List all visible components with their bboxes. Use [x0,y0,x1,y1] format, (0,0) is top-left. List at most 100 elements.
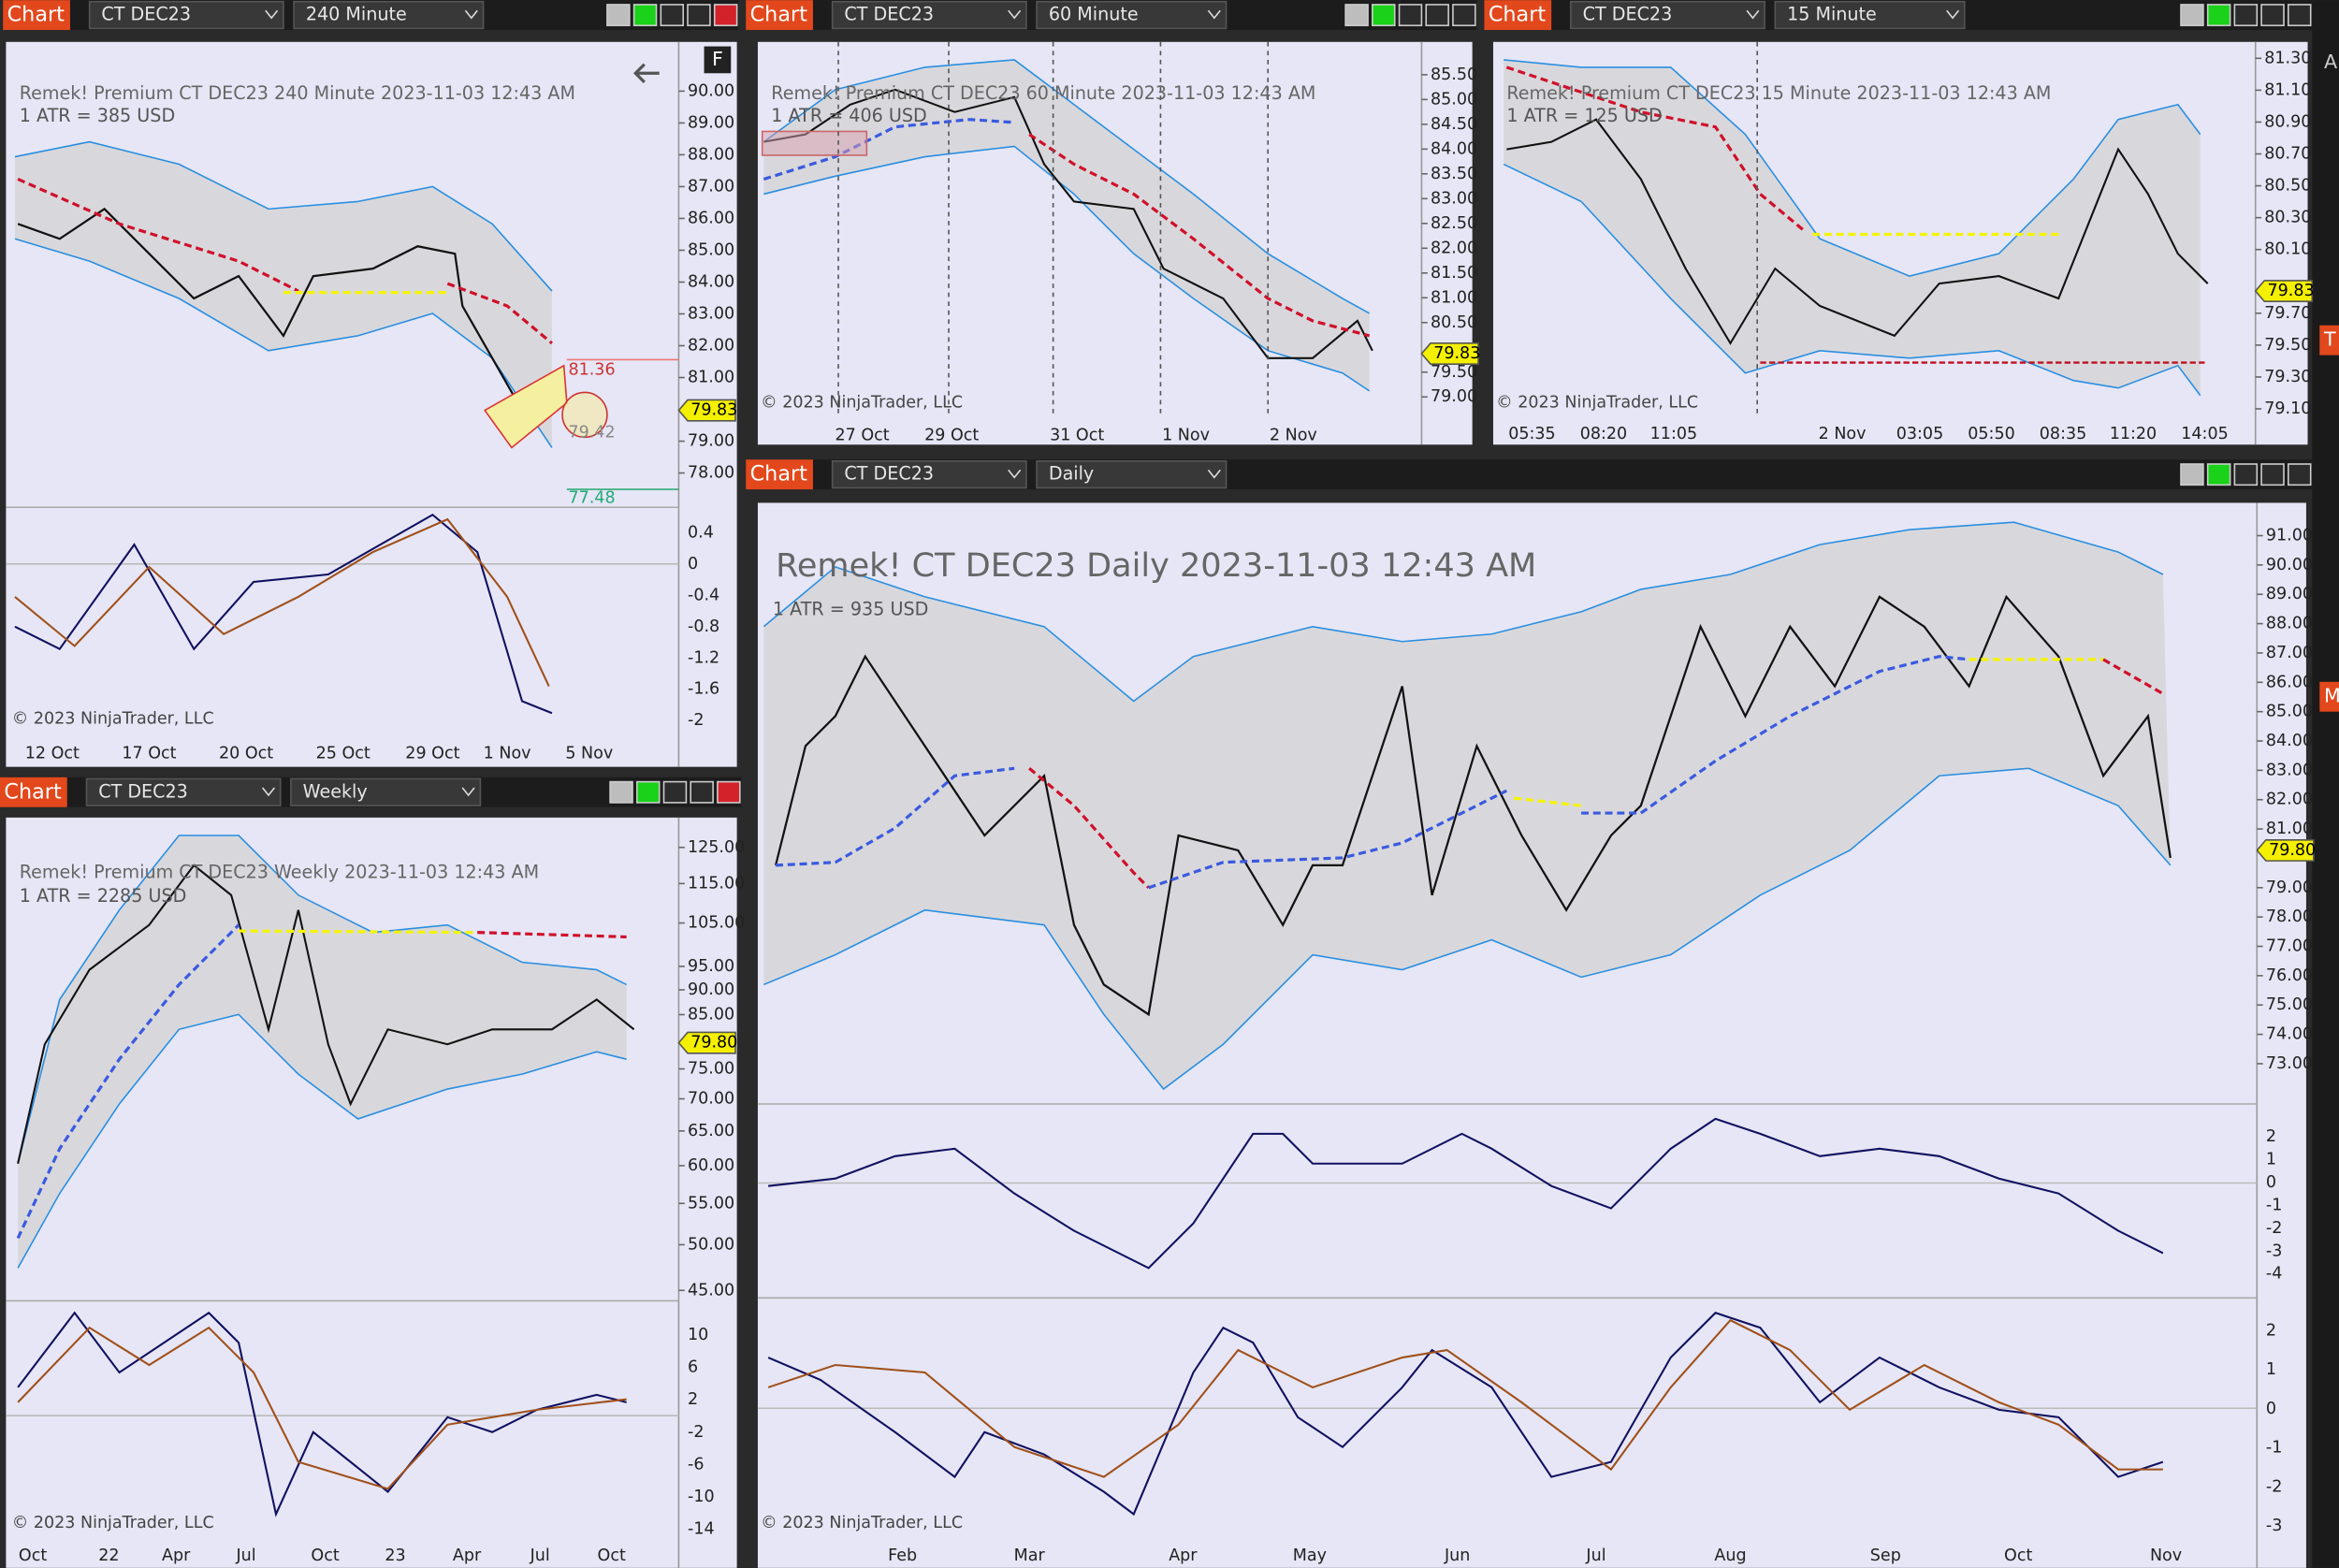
x-tick-label: Oct [311,1546,339,1565]
x-tick-label: Jul [530,1546,550,1565]
window-button[interactable] [2287,463,2312,486]
panel-button[interactable] [704,46,732,74]
indicator-tick-label: -1 [2266,1196,2282,1214]
price-tick-label: 81.00 [688,369,734,387]
window-button[interactable] [636,780,661,804]
instrument-dropdown[interactable] [831,0,1027,30]
interval-dropdown[interactable] [290,777,482,806]
window-button[interactable] [2233,4,2259,27]
price-tick-label: 76.00 [2266,966,2313,985]
interval-label: 240 Minute [306,4,407,25]
window-button[interactable] [2180,4,2204,27]
chart-tab[interactable] [746,0,813,31]
price-tick-label: 79.50 [2264,336,2311,355]
chart-header: Remek! Premium CT DEC23 240 Minute 2023-… [20,82,575,104]
last-price-marker [1420,342,1479,365]
indicator-tick-label: 0 [2266,1400,2276,1418]
window-button[interactable] [1425,4,1449,27]
side-tab-label: A [2324,51,2337,73]
x-tick-label: Sep [1870,1546,1901,1565]
chart-tab[interactable] [3,0,70,31]
indicator-tick-label: 2 [688,1390,698,1409]
window-button[interactable] [2260,463,2285,486]
price-annotation: 77.48 [568,489,615,508]
x-tick-label: Jul [236,1546,256,1565]
price-tick-label: 84.50 [1431,115,1477,134]
window-button[interactable] [2260,4,2285,27]
window-button[interactable] [1398,4,1423,27]
window-button[interactable] [1344,4,1369,27]
price-tick-label: 81.00 [1431,288,1477,307]
interval-dropdown[interactable] [1036,0,1228,30]
price-tick-label: 82.50 [1431,214,1477,233]
x-tick-label: 2 Nov [1819,425,1867,443]
x-tick-label: 27 Oct [835,427,889,445]
last-price-label: 79.83 [1433,344,1480,363]
indicator-tick-label: -2 [688,711,704,730]
window-button[interactable] [2233,463,2259,486]
window-button[interactable] [1452,4,1476,27]
window-button[interactable] [632,4,658,27]
back-arrow[interactable] [632,63,660,83]
window-button[interactable] [2206,4,2231,27]
indicator-tick-label: -10 [688,1488,715,1506]
price-tick-label: 85.00 [688,1006,734,1024]
price-tick-label: 45.00 [688,1281,734,1299]
side-tab[interactable] [2319,681,2339,712]
chart-tab-label: Chart [750,462,808,486]
chart-tab[interactable] [1484,0,1552,31]
instrument-dropdown[interactable] [88,0,284,30]
price-tick-label: 83.00 [2266,761,2313,779]
window-button[interactable] [660,4,685,27]
instrument-label: CT DEC23 [101,4,191,25]
price-tick-label: 90.00 [688,81,734,100]
x-tick-label: Oct [2004,1546,2032,1565]
window-button[interactable] [717,780,741,804]
price-tick-label: 86.00 [2266,673,2313,691]
copyright: © 2023 NinjaTrader, LLC [12,1514,214,1532]
chart-tab[interactable] [0,777,67,807]
indicator-tick-label: -1.6 [688,680,719,699]
instrument-dropdown[interactable] [1570,0,1765,30]
x-tick-label: 08:35 [2040,425,2086,443]
price-tick-label: 79.00 [1431,387,1477,406]
window-button[interactable] [687,4,711,27]
x-tick-label: 29 Oct [924,427,979,445]
price-tick-label: 79.30 [2264,368,2311,386]
last-price-marker [2254,280,2314,303]
instrument-dropdown[interactable] [85,777,282,806]
price-tick-label: 85.00 [2266,703,2313,721]
window-button[interactable] [2287,4,2312,27]
chart-tab-label: Chart [4,779,62,804]
window-button[interactable] [690,780,714,804]
price-tick-label: 78.00 [2266,907,2313,926]
indicator-tick-label: 0.4 [688,523,714,542]
chart-tab-label: Chart [7,3,65,27]
window-button[interactable] [1372,4,1396,27]
price-annotation: 79.42 [568,424,615,443]
price-tick-label: 88.00 [688,145,734,164]
price-tick-label: 79.10 [2264,399,2311,418]
interval-dropdown[interactable] [293,0,485,30]
price-tick-label: 82.00 [2266,791,2313,809]
chart-tab[interactable] [746,459,813,490]
last-price-marker [677,1031,736,1054]
side-tab[interactable] [2319,325,2339,356]
window-button[interactable] [2180,463,2204,486]
x-tick-label: Nov [2150,1546,2182,1565]
window-button[interactable] [609,780,633,804]
instrument-dropdown[interactable] [831,460,1027,489]
interval-dropdown[interactable] [1036,460,1228,489]
price-tick-label: 75.00 [688,1060,734,1079]
window-button[interactable] [606,4,631,27]
indicator-tick-label: -2 [2266,1477,2282,1496]
indicator-tick-label: -2 [2266,1219,2282,1238]
window-button[interactable] [2206,463,2231,486]
price-tick-label: 87.00 [688,177,734,196]
window-button[interactable] [662,780,688,804]
chart-header: Remek! Premium CT DEC23 60 Minute 2023-1… [771,82,1315,104]
interval-dropdown[interactable] [1774,0,1966,30]
price-tick-label: 86.00 [688,209,734,227]
window-button[interactable] [713,4,738,27]
